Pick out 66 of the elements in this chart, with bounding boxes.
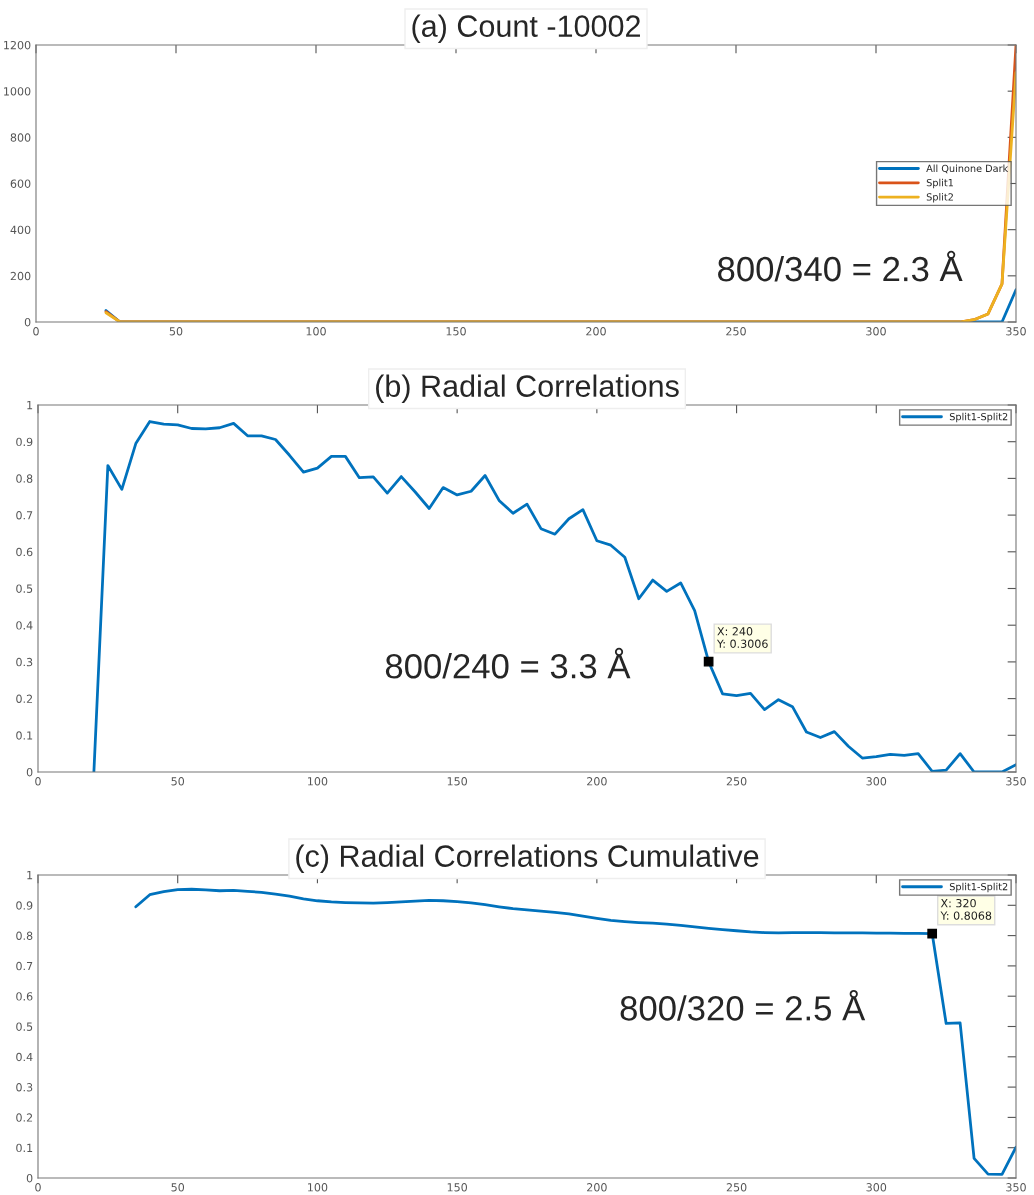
y-tick-label: 0.7 <box>16 961 33 971</box>
x-tick-label: 300 <box>866 1183 887 1192</box>
x-tick-label: 350 <box>1006 1183 1026 1192</box>
y-tick-label: 1200 <box>4 40 31 50</box>
annotation: X: 320 Y: 0.8068 <box>940 898 992 920</box>
y-tick-label: 600 <box>10 179 31 188</box>
y-tick-label: 0.8 <box>16 931 33 940</box>
y-tick-label: 0 <box>26 767 33 777</box>
x-tick-label: 50 <box>171 1183 185 1192</box>
x-tick-label: 0 <box>35 777 41 786</box>
y-tick-label: 1 <box>27 871 33 880</box>
y-tick-label: 0 <box>24 317 31 327</box>
y-tick-label: 0 <box>26 1173 33 1183</box>
y-tick-label: 0.2 <box>16 694 33 703</box>
x-tick-label: 0 <box>33 327 39 336</box>
x-tick-label: 200 <box>587 777 607 786</box>
x-tick-label: 350 <box>1006 777 1026 786</box>
x-tick-label: 150 <box>447 1183 468 1192</box>
x-tick-label: 150 <box>446 327 466 336</box>
y-tick-label: 1000 <box>4 87 31 96</box>
x-tick-label: 250 <box>726 1183 747 1192</box>
x-tick-label: 350 <box>1006 327 1026 336</box>
y-tick-label: 0.9 <box>16 437 33 447</box>
legend-label: Split1-Split2 <box>949 882 1008 893</box>
chart-title: (a) Count -10002 <box>412 14 640 43</box>
x-tick-label: 0 <box>35 1183 41 1192</box>
y-tick-label: 0.6 <box>16 547 33 557</box>
x-tick-label: 200 <box>587 1183 607 1192</box>
y-tick-label: 1 <box>27 401 33 410</box>
y-tick-label: 0.7 <box>16 511 33 520</box>
x-tick-label: 50 <box>169 327 183 336</box>
x-tick-label: 50 <box>171 777 185 786</box>
y-tick-label: 200 <box>10 271 31 281</box>
y-tick-label: 0.3 <box>16 1083 33 1092</box>
x-tick-label: 100 <box>308 1183 328 1192</box>
y-tick-label: 0.5 <box>16 1022 33 1031</box>
y-tick-label: 400 <box>10 225 31 235</box>
legend-label: Split1-Split2 <box>949 412 1008 423</box>
y-tick-label: 0.1 <box>16 1143 33 1153</box>
legend-label: All Quinone Dark <box>926 164 1009 174</box>
y-tick-label: 0.9 <box>16 901 33 910</box>
annotation: 800/240 = 3.3 Å <box>385 647 631 679</box>
x-tick-label: 200 <box>586 327 606 336</box>
legend-label: Split2 <box>926 193 953 203</box>
y-tick-label: 0.4 <box>16 621 33 630</box>
x-tick-label: 300 <box>866 777 887 786</box>
y-tick-label: 0.2 <box>16 1113 33 1122</box>
y-tick-label: 0.6 <box>16 992 33 1001</box>
y-tick-label: 0.8 <box>16 474 33 483</box>
annotation: 800/340 = 2.3 Å <box>718 250 963 282</box>
x-tick-label: 300 <box>866 327 886 336</box>
x-tick-label: 250 <box>726 777 747 786</box>
y-tick-label: 800 <box>10 133 31 142</box>
chart-title: (b) Radial Correlations <box>376 374 679 403</box>
x-tick-label: 100 <box>308 777 328 786</box>
x-tick-label: 250 <box>726 327 746 336</box>
y-tick-label: 0.3 <box>16 657 33 667</box>
y-tick-label: 0.1 <box>16 731 33 740</box>
annotation: X: 240 Y: 0.3006 <box>716 627 768 648</box>
y-tick-label: 0.5 <box>16 584 33 593</box>
x-tick-label: 150 <box>447 777 468 786</box>
x-tick-label: 100 <box>306 327 326 336</box>
y-tick-label: 0.4 <box>16 1052 33 1062</box>
legend-label: Split1 <box>926 178 953 189</box>
annotation: 800/320 = 2.5 Å <box>620 989 866 1021</box>
chart-title: (c) Radial Correlations Cumulative <box>296 844 759 873</box>
